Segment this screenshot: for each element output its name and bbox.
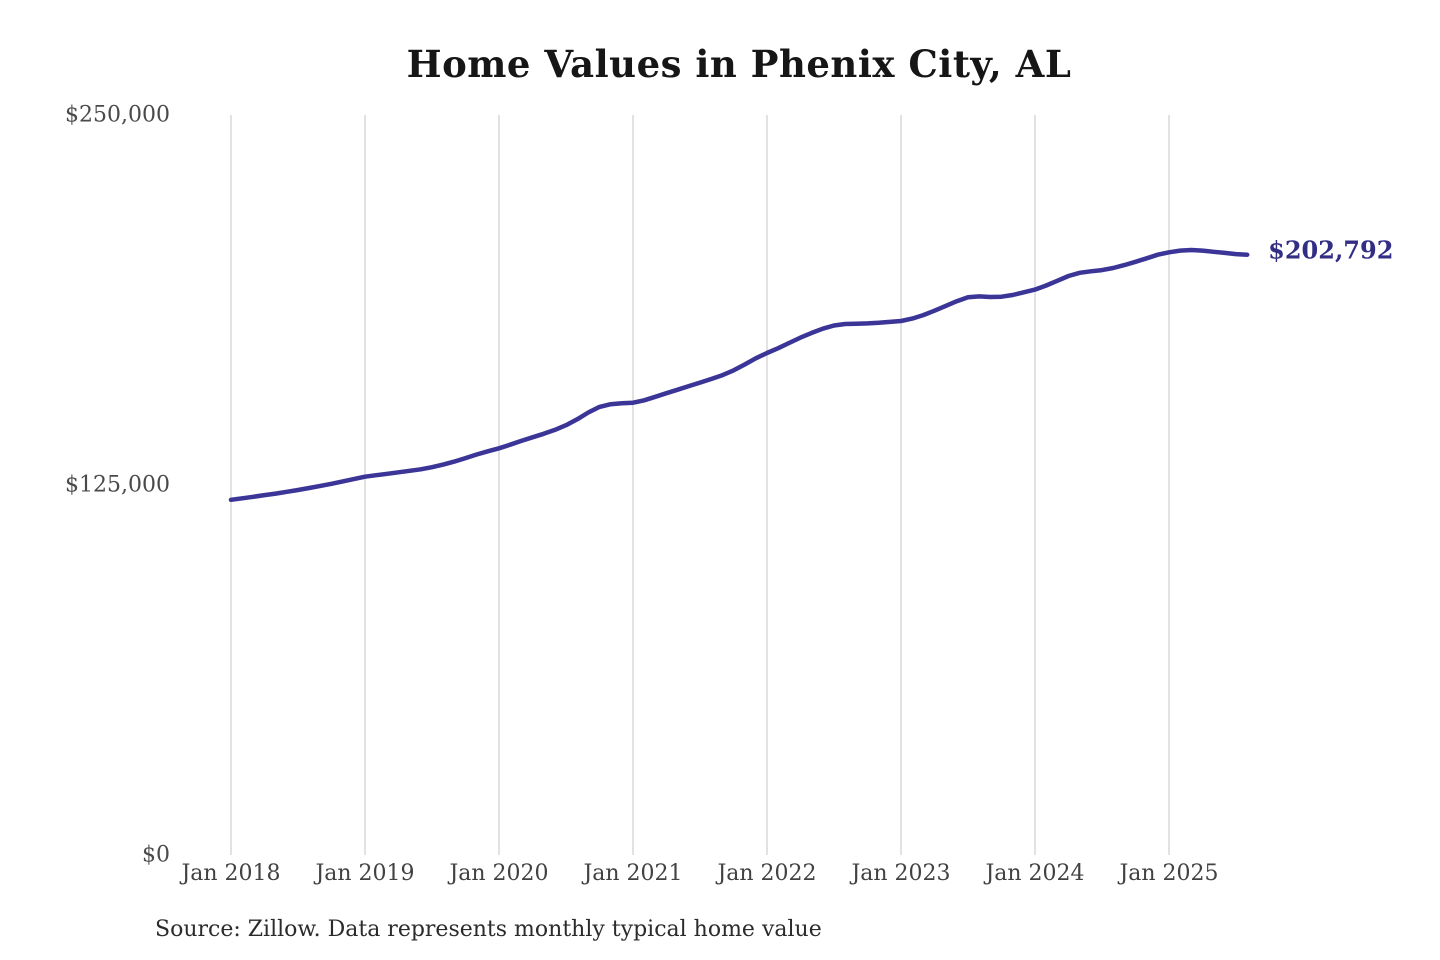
y-tick-label: $125,000 <box>65 472 170 498</box>
chart-title: Home Values in Phenix City, AL <box>406 42 1072 86</box>
x-tick-label: Jan 2023 <box>851 861 951 886</box>
latest-value-label: $202,792 <box>1268 235 1394 265</box>
x-tick-label: Jan 2021 <box>583 861 683 886</box>
y-tick-label: $250,000 <box>65 102 170 128</box>
x-tick-label: Jan 2025 <box>1119 861 1219 886</box>
x-tick-label: Jan 2018 <box>181 861 281 886</box>
source-note: Source: Zillow. Data represents monthly … <box>155 917 822 942</box>
x-tick-label: Jan 2019 <box>315 861 415 886</box>
home-value-line <box>228 247 1250 503</box>
y-tick-label: $0 <box>142 842 170 868</box>
x-tick-label: Jan 2022 <box>717 861 817 886</box>
x-tick-label: Jan 2020 <box>449 861 549 886</box>
x-tick-label: Jan 2024 <box>985 861 1085 886</box>
